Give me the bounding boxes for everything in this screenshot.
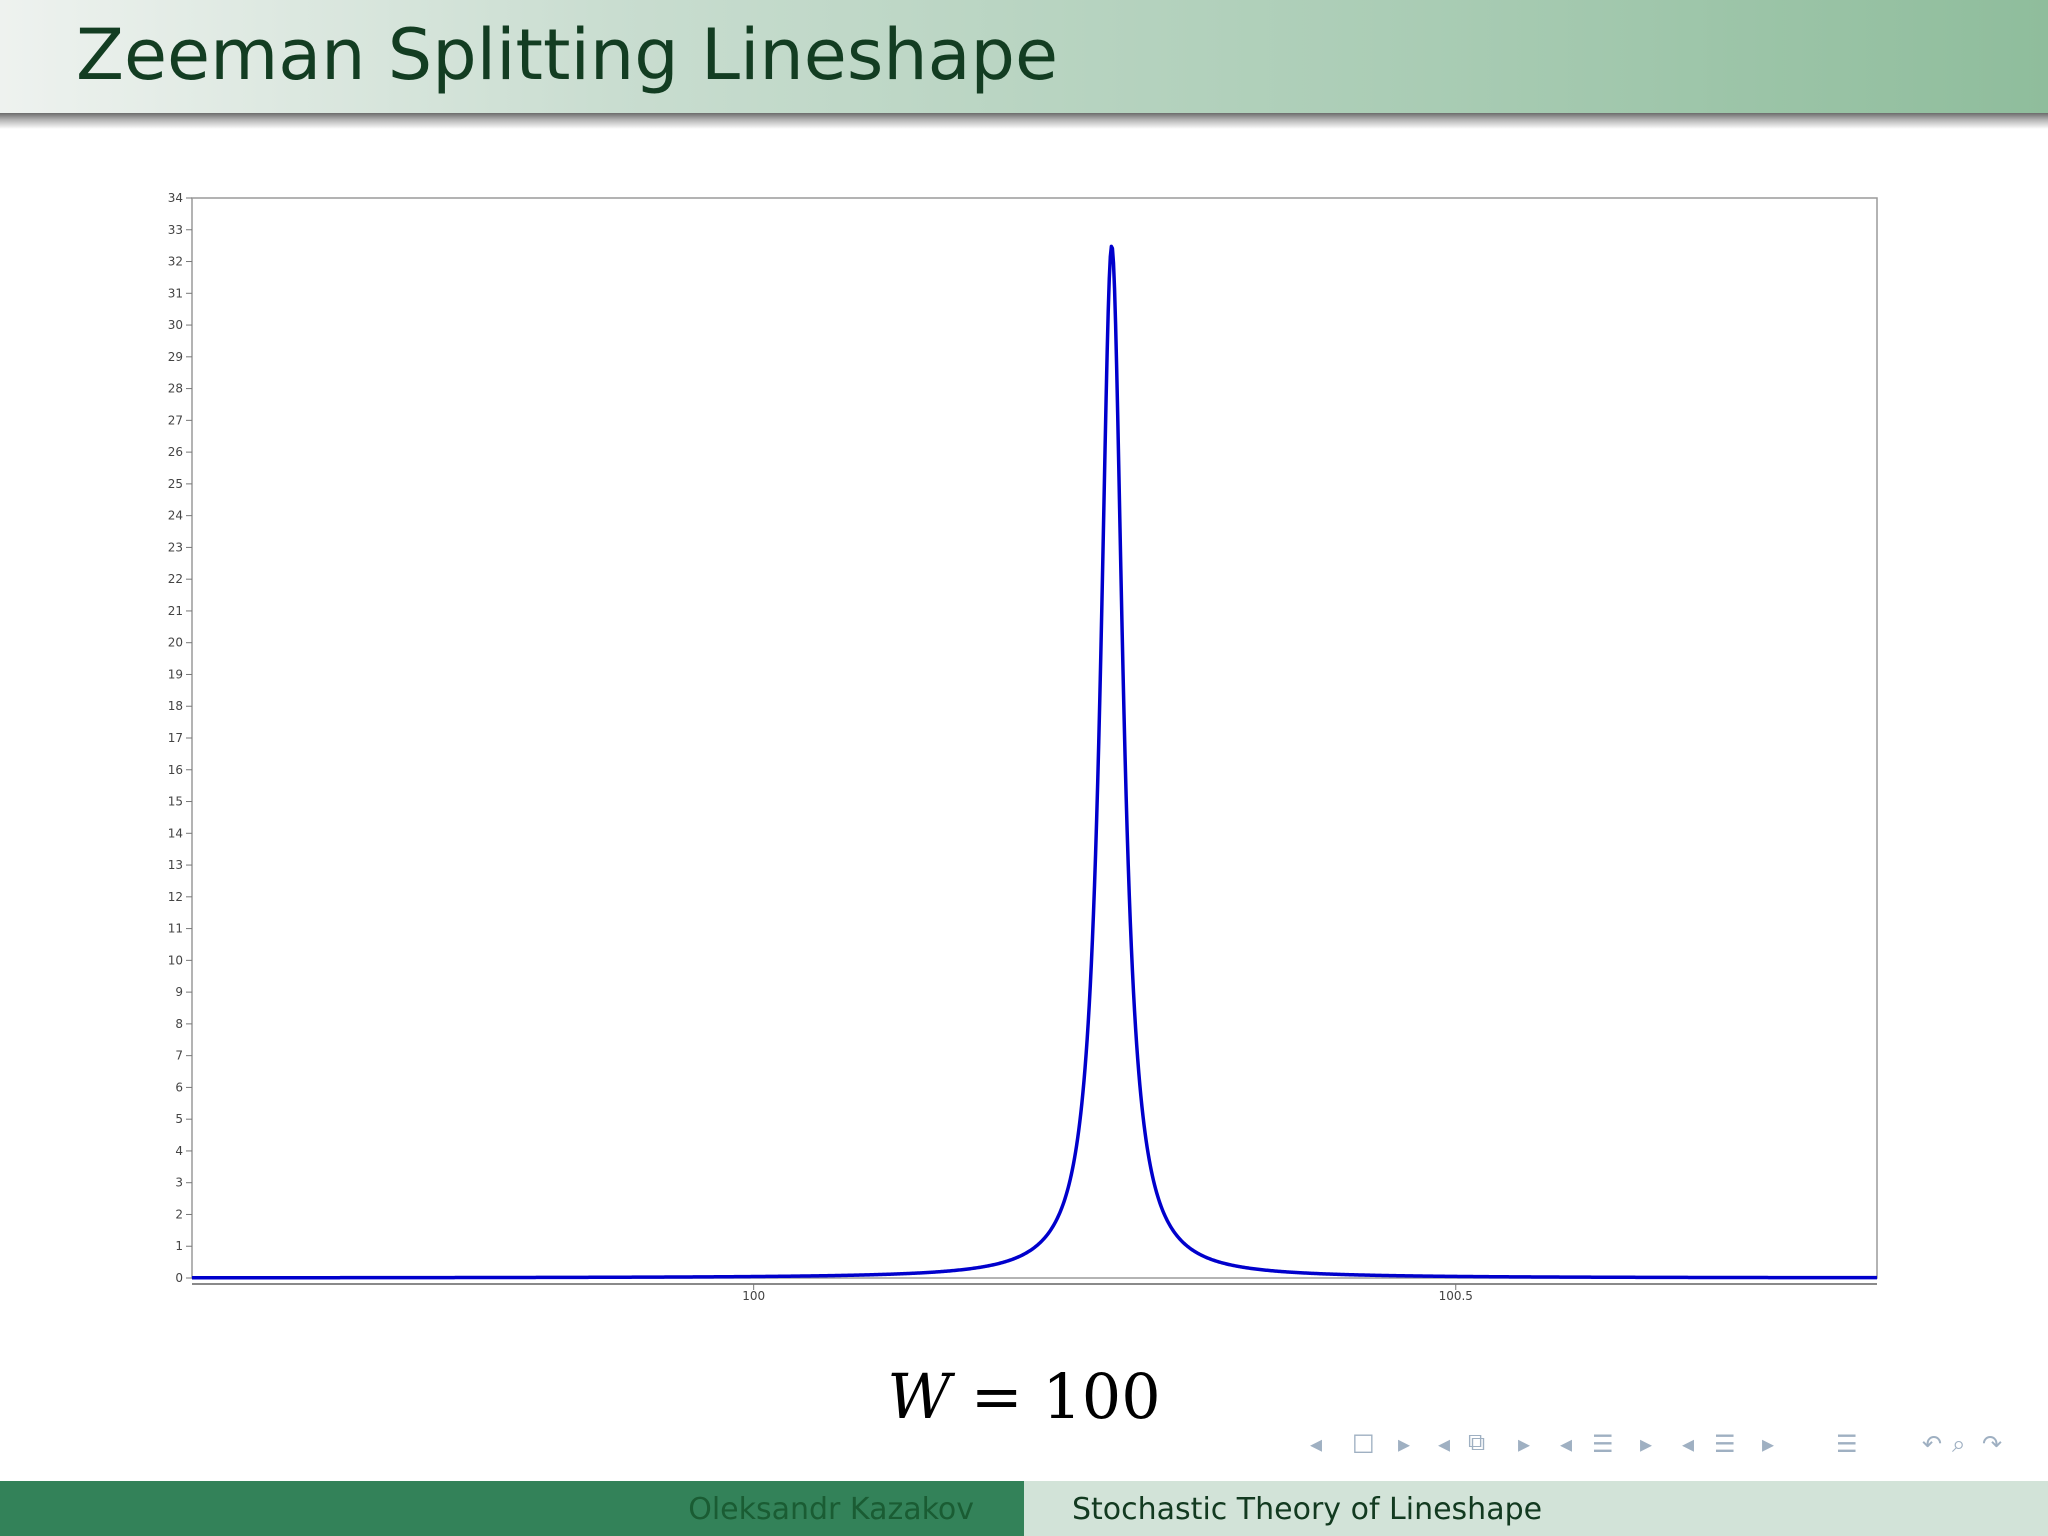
y-tick-label: 32 [168, 255, 183, 269]
nav-prev-subsection-icon[interactable]: ◂ [1438, 1430, 1451, 1458]
footer-author-box: Oleksandr Kazakov [0, 1481, 1024, 1536]
y-tick-label: 18 [168, 699, 183, 713]
y-tick-label: 2 [175, 1207, 183, 1221]
nav-next-frame-icon[interactable]: ▸ [1398, 1430, 1411, 1458]
y-tick-label: 28 [168, 382, 183, 396]
y-tick-label: 34 [168, 191, 183, 205]
title-bar: Zeeman Splitting Lineshape [0, 0, 2048, 115]
y-tick-label: 22 [168, 572, 183, 586]
y-tick-label: 23 [168, 540, 183, 554]
nav-next-subsection-icon[interactable]: ▸ [1518, 1430, 1531, 1458]
y-tick-label: 10 [168, 953, 183, 967]
nav-subsection-icon[interactable]: ⧉ [1468, 1428, 1486, 1456]
y-tick-label: 3 [175, 1176, 183, 1190]
nav-section-icon[interactable]: ☰ [1592, 1430, 1614, 1458]
nav-prev-doc-icon[interactable]: ◂ [1682, 1430, 1695, 1458]
y-tick-label: 26 [168, 445, 183, 459]
slide-title: Zeeman Splitting Lineshape [76, 14, 1059, 96]
y-tick-label: 7 [175, 1049, 183, 1063]
formula: W = 100 [0, 1360, 2048, 1433]
y-tick-label: 16 [168, 763, 183, 777]
y-tick-label: 31 [168, 286, 183, 300]
formula-variable: W [887, 1360, 951, 1433]
y-tick-label: 24 [168, 509, 183, 523]
plot-area [191, 197, 1878, 1279]
footer-author: Oleksandr Kazakov [688, 1492, 974, 1527]
footer-talk-title: Stochastic Theory of Lineshape [1072, 1492, 1543, 1527]
nav-prev-section-icon[interactable]: ◂ [1560, 1430, 1573, 1458]
y-tick-label: 8 [175, 1017, 183, 1031]
y-tick-label: 25 [168, 477, 183, 491]
nav-frame-icon[interactable]: □ [1352, 1428, 1375, 1456]
nav-prev-frame-icon[interactable]: ◂ [1310, 1430, 1323, 1458]
y-tick-label: 14 [168, 826, 183, 840]
y-tick-label: 9 [175, 985, 183, 999]
y-tick-label: 4 [175, 1144, 183, 1158]
y-tick-label: 12 [168, 890, 183, 904]
y-tick-label: 17 [168, 731, 183, 745]
y-tick-label: 1 [175, 1239, 183, 1253]
y-tick-label: 11 [168, 922, 183, 936]
title-bar-shadow [0, 113, 2048, 129]
y-tick-label: 29 [168, 350, 183, 364]
formula-value: = 100 [951, 1360, 1161, 1433]
y-tick-label: 30 [168, 318, 183, 332]
lineshape-chart: 0123456789101112131415161718192021222324… [168, 191, 1878, 1303]
y-axis: 0123456789101112131415161718192021222324… [168, 191, 192, 1285]
x-tick-label: 100 [742, 1289, 765, 1303]
nav-forward-icon[interactable]: ↷ [1982, 1430, 2003, 1458]
series-layer [191, 244, 1878, 1280]
chart-frame [191, 197, 1878, 1285]
y-tick-label: 6 [175, 1080, 183, 1094]
y-tick-label: 21 [168, 604, 183, 618]
nav-toc-icon[interactable]: ☰ [1836, 1430, 1858, 1458]
x-tick-label: 100.5 [1439, 1289, 1473, 1303]
nav-back-icon[interactable]: ↶ [1922, 1430, 1943, 1458]
x-axis: 100 100.5 [742, 1284, 1473, 1303]
y-tick-label: 20 [168, 636, 183, 650]
y-tick-label: 13 [168, 858, 183, 872]
y-tick-label: 33 [168, 223, 183, 237]
y-tick-label: 19 [168, 667, 183, 681]
y-tick-label: 27 [168, 413, 183, 427]
nav-search-icon[interactable]: ⌕ [1952, 1430, 1966, 1458]
footer-title-box: Stochastic Theory of Lineshape [1024, 1481, 2048, 1536]
y-tick-label: 15 [168, 795, 183, 809]
nav-next-section-icon[interactable]: ▸ [1640, 1430, 1653, 1458]
y-tick-label: 5 [175, 1112, 183, 1126]
y-tick-label: 0 [175, 1271, 183, 1285]
series-line [191, 244, 1878, 1280]
nav-next-doc-icon[interactable]: ▸ [1762, 1430, 1775, 1458]
nav-doc-icon[interactable]: ☰ [1714, 1430, 1736, 1458]
